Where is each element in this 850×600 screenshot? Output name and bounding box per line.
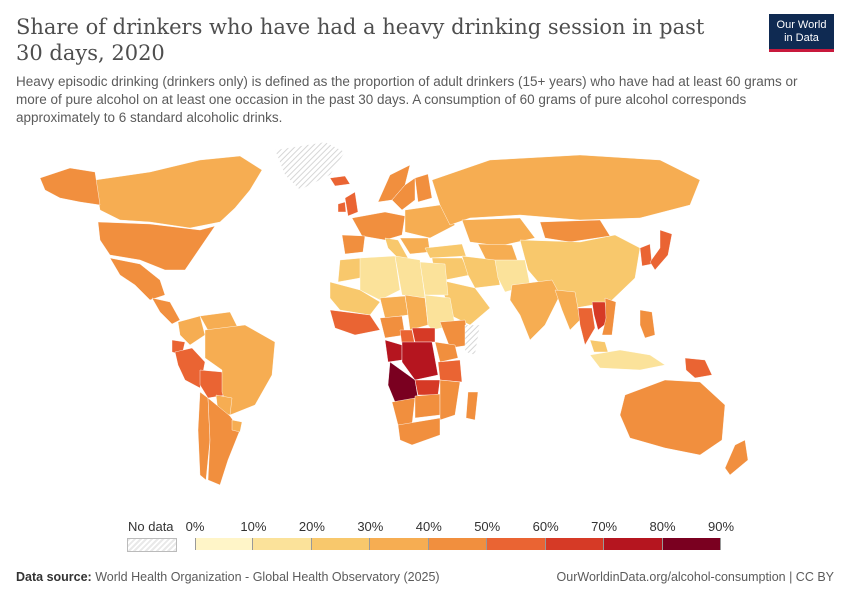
world-map: CanadaAlaska Greenland United StatesMexico… <box>39 141 749 486</box>
legend-bin[interactable] <box>370 538 429 550</box>
chart-title: Share of drinkers who have had a heavy d… <box>16 15 705 65</box>
country-colombia[interactable]: Colombia <box>177 315 206 346</box>
country-united-kingdom[interactable]: United Kingdom <box>344 191 359 217</box>
country-zambia[interactable]: Zambia <box>414 379 441 396</box>
country-eastern-europe[interactable]: Eastern Europe <box>404 204 456 239</box>
country-philippines[interactable]: Philippines <box>639 309 656 339</box>
country-chad[interactable]: Chad <box>404 294 429 331</box>
country-ireland[interactable]: Ireland <box>337 201 347 213</box>
color-legend: No data 0% 10% 20% 30% 40% 50% 60% 70% 80% 90% <box>0 516 850 556</box>
country-papua-new-guinea[interactable]: Papua New Guinea <box>684 357 713 379</box>
legend-bin[interactable] <box>662 538 721 550</box>
country-japan[interactable]: Japan <box>649 229 673 271</box>
country-malaysia[interactable]: Malaysia <box>589 339 609 353</box>
country-dr-congo[interactable]: DR Congo <box>401 341 439 381</box>
country-finland[interactable]: Finland <box>414 173 433 203</box>
legend-tick-label: 60% <box>532 519 559 534</box>
owid-logo[interactable]: Our World in Data <box>769 14 834 52</box>
country-sweden[interactable]: Sweden <box>391 177 416 211</box>
country-korea[interactable]: Korea <box>639 243 653 267</box>
country-russia[interactable]: Russia <box>431 154 701 226</box>
legend-bin[interactable] <box>428 538 488 550</box>
country-east-africa[interactable]: East Africa <box>434 341 459 363</box>
country-united-states[interactable]: United States <box>97 221 216 271</box>
legend-bin[interactable] <box>545 538 605 550</box>
legend-tick-label: 10% <box>240 519 267 534</box>
country-peru[interactable]: Peru <box>174 347 206 389</box>
country-vietnam[interactable]: Vietnam <box>601 297 617 336</box>
country-niger[interactable]: Niger <box>379 295 409 319</box>
logo-line-1: Our World <box>776 19 827 31</box>
source-label: Data source: <box>16 570 92 584</box>
country-laos-and-cambodia[interactable]: Laos and Cambodia <box>591 301 609 331</box>
legend-tick-label: 50% <box>474 519 501 534</box>
country-tanzania[interactable]: Tanzania <box>437 359 463 383</box>
footer-credit[interactable]: OurWorldinData.org/alcohol-consumption |… <box>556 570 834 584</box>
country-egypt[interactable]: Egypt <box>419 261 449 296</box>
country-alaska[interactable]: Alaska <box>39 167 101 206</box>
country-gabon-and-congo[interactable]: Gabon and Congo <box>384 339 403 363</box>
country-australia[interactable]: Australia <box>619 379 726 456</box>
legend-bin[interactable] <box>604 538 663 550</box>
country-west-africa[interactable]: West Africa <box>329 309 381 336</box>
chart-subtitle: Heavy episodic drinking (drinkers only) … <box>16 74 798 125</box>
legend-tick-label: 20% <box>298 519 325 534</box>
footer-source: Data source: World Health Organization -… <box>16 570 440 584</box>
legend-tick-label: 40% <box>415 519 442 534</box>
legend-bin[interactable] <box>253 538 312 550</box>
country-bangladesh-and-myanmar[interactable]: Bangladesh and Myanmar <box>554 289 581 331</box>
country-mozambique[interactable]: Mozambique <box>439 379 461 421</box>
country-new-zealand[interactable]: New Zealand <box>724 439 749 476</box>
legend-tick-label: 90% <box>707 519 735 534</box>
country-kazakhstan[interactable]: Kazakhstan <box>461 217 536 247</box>
country-south-africa[interactable]: South Africa <box>397 417 441 446</box>
country-botswana-and-zimbabwe[interactable]: Botswana and Zimbabwe <box>414 393 441 419</box>
country-canada[interactable]: Canada <box>94 155 263 229</box>
legend-tick-label: 70% <box>591 519 618 534</box>
country-brazil[interactable]: Brazil <box>204 324 276 416</box>
country-algeria[interactable]: Algeria <box>359 255 401 301</box>
legend-bin[interactable] <box>311 538 371 550</box>
country-central-america[interactable]: Central America <box>151 297 181 325</box>
legend-tick-label: 80% <box>649 519 676 534</box>
legend-tick-label: 0% <box>185 519 205 534</box>
country-greenland[interactable]: Greenland <box>274 141 346 191</box>
legend-bin[interactable] <box>487 538 546 550</box>
country-mongolia[interactable]: Mongolia <box>539 219 611 243</box>
country-mexico[interactable]: Mexico <box>109 257 166 301</box>
country-iceland[interactable]: Iceland <box>329 175 351 187</box>
country-argentina[interactable]: Argentina <box>207 397 241 486</box>
country-turkey[interactable]: Turkey <box>424 243 467 259</box>
logo-line-2: in Data <box>784 32 819 44</box>
country-central-african-republic[interactable]: Central African Republic <box>411 327 436 343</box>
country-thailand[interactable]: Thailand <box>577 307 596 346</box>
legend-no-data-label: No data <box>128 519 174 534</box>
country-spain-and-portugal[interactable]: Spain and Portugal <box>341 234 366 255</box>
source-text[interactable]: World Health Organization - Global Healt… <box>95 570 440 584</box>
legend-tick-label: 30% <box>357 519 384 534</box>
country-india[interactable]: India <box>509 279 561 341</box>
country-somalia[interactable]: Somalia <box>464 324 481 356</box>
legend-no-data-swatch <box>127 538 177 552</box>
country-indonesia[interactable]: Indonesia <box>589 349 666 371</box>
legend-bin[interactable] <box>195 538 254 550</box>
country-norway[interactable]: Norway <box>377 164 411 203</box>
country-madagascar[interactable]: Madagascar <box>465 391 479 421</box>
country-iran[interactable]: Iran <box>461 255 501 289</box>
country-uruguay[interactable]: Uruguay <box>231 419 243 433</box>
country-namibia[interactable]: Namibia <box>391 397 416 426</box>
country-morocco[interactable]: Morocco <box>337 257 363 283</box>
